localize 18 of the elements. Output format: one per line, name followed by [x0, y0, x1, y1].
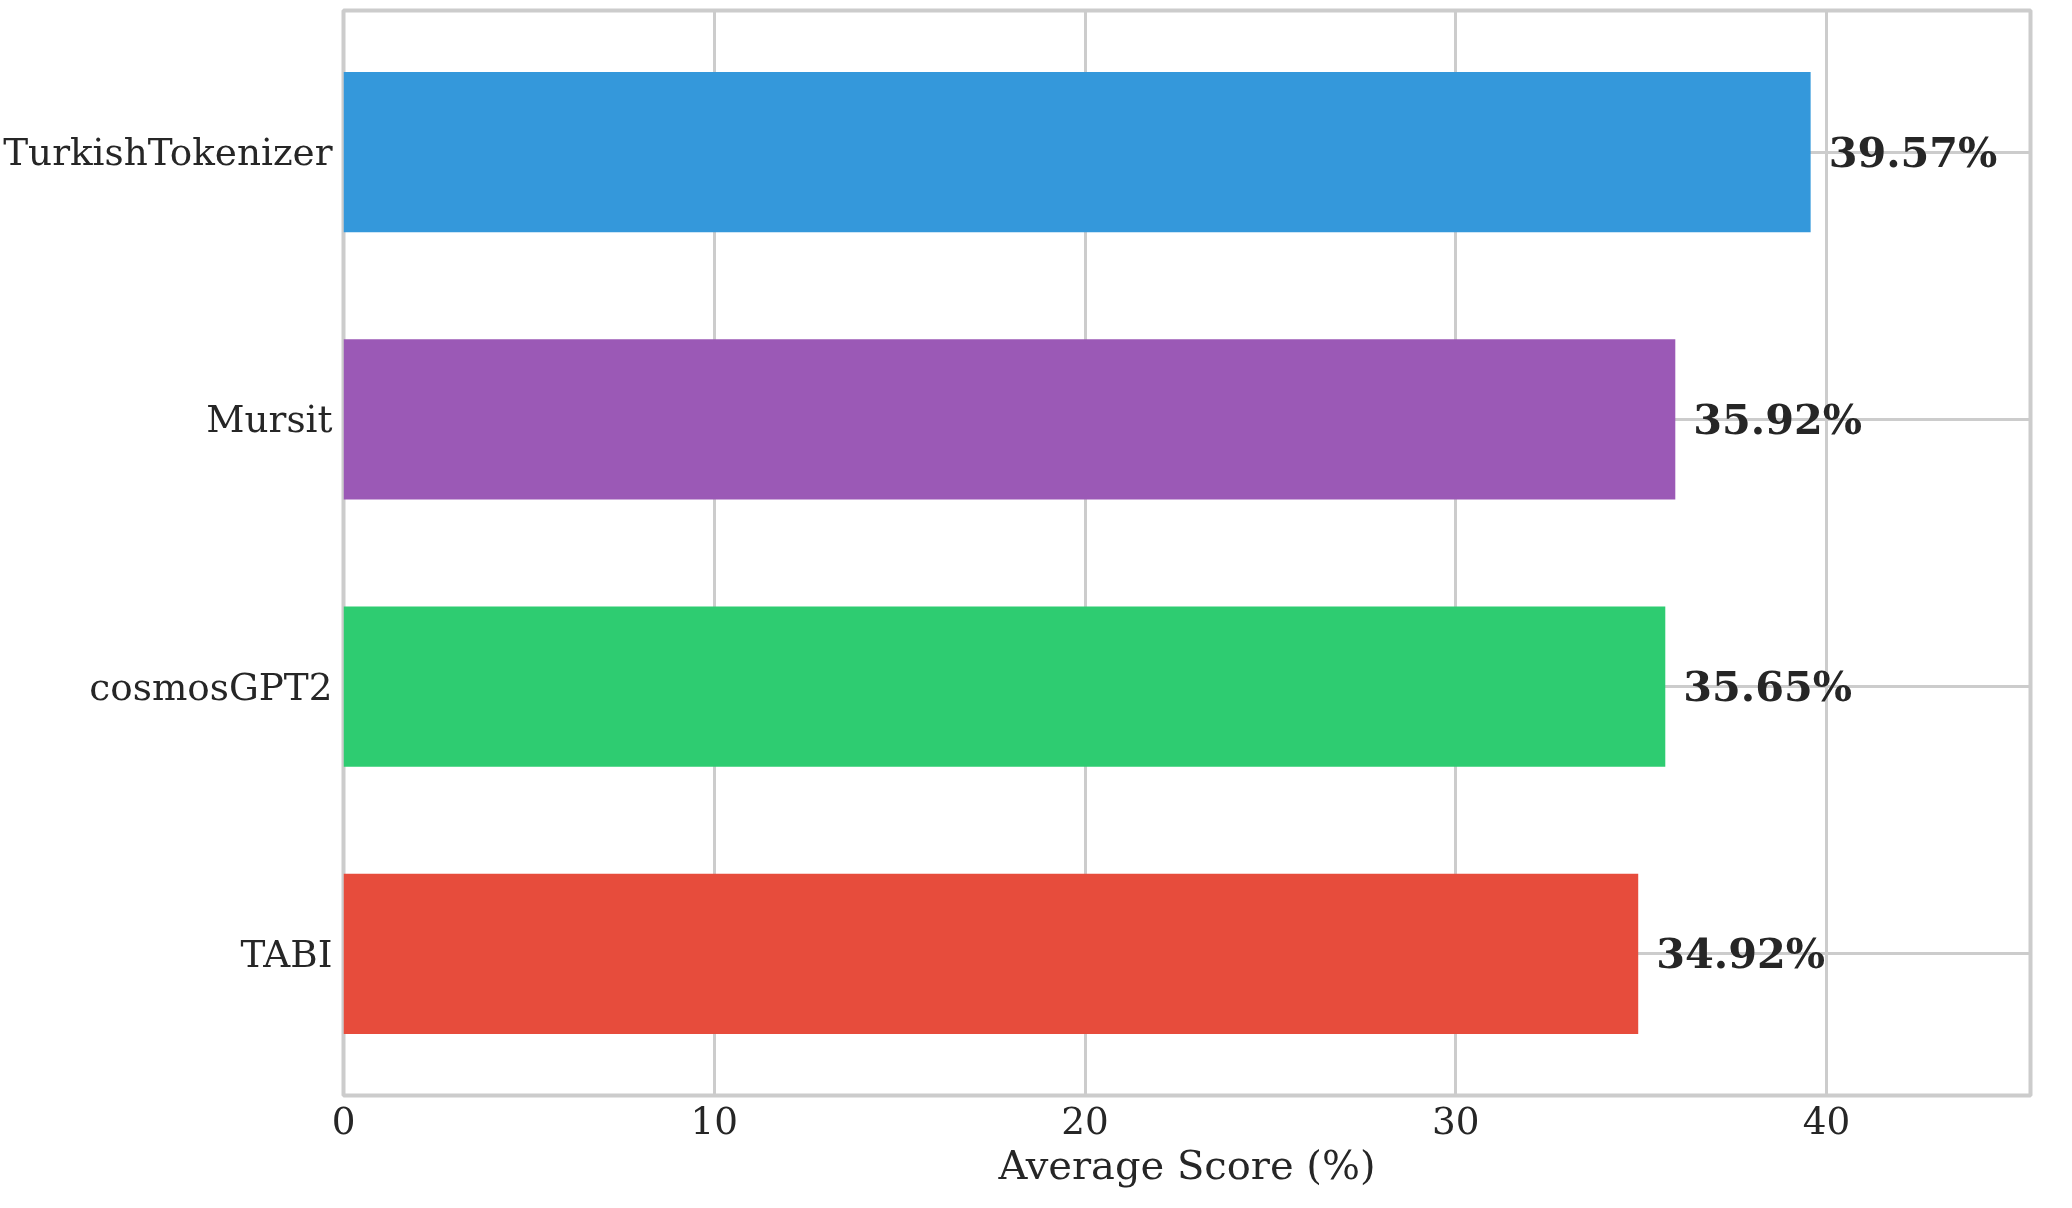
y-tick-label: TABI [240, 931, 333, 976]
x-tick-label: 10 [690, 1098, 739, 1143]
bar [343, 873, 1639, 1035]
x-tick-label: 40 [1802, 1098, 1851, 1143]
bar [343, 339, 1676, 500]
bar [343, 606, 1666, 767]
data-label: 34.92% [1656, 929, 1825, 979]
bar [343, 71, 1811, 233]
y-tick-label: TurkishTokenizer [3, 130, 333, 175]
x-axis-title: Average Score (%) [997, 1141, 1376, 1188]
y-tick-label: cosmosGPT2 [89, 664, 333, 709]
data-label: 35.92% [1693, 394, 1862, 444]
data-label: 35.65% [1683, 662, 1852, 712]
x-tick-label: 20 [1061, 1098, 1109, 1143]
x-tick-label: 0 [331, 1098, 356, 1143]
data-label: 39.57% [1828, 127, 1998, 177]
x-tick-label: 30 [1432, 1098, 1480, 1143]
y-tick-label: Mursit [206, 397, 333, 442]
